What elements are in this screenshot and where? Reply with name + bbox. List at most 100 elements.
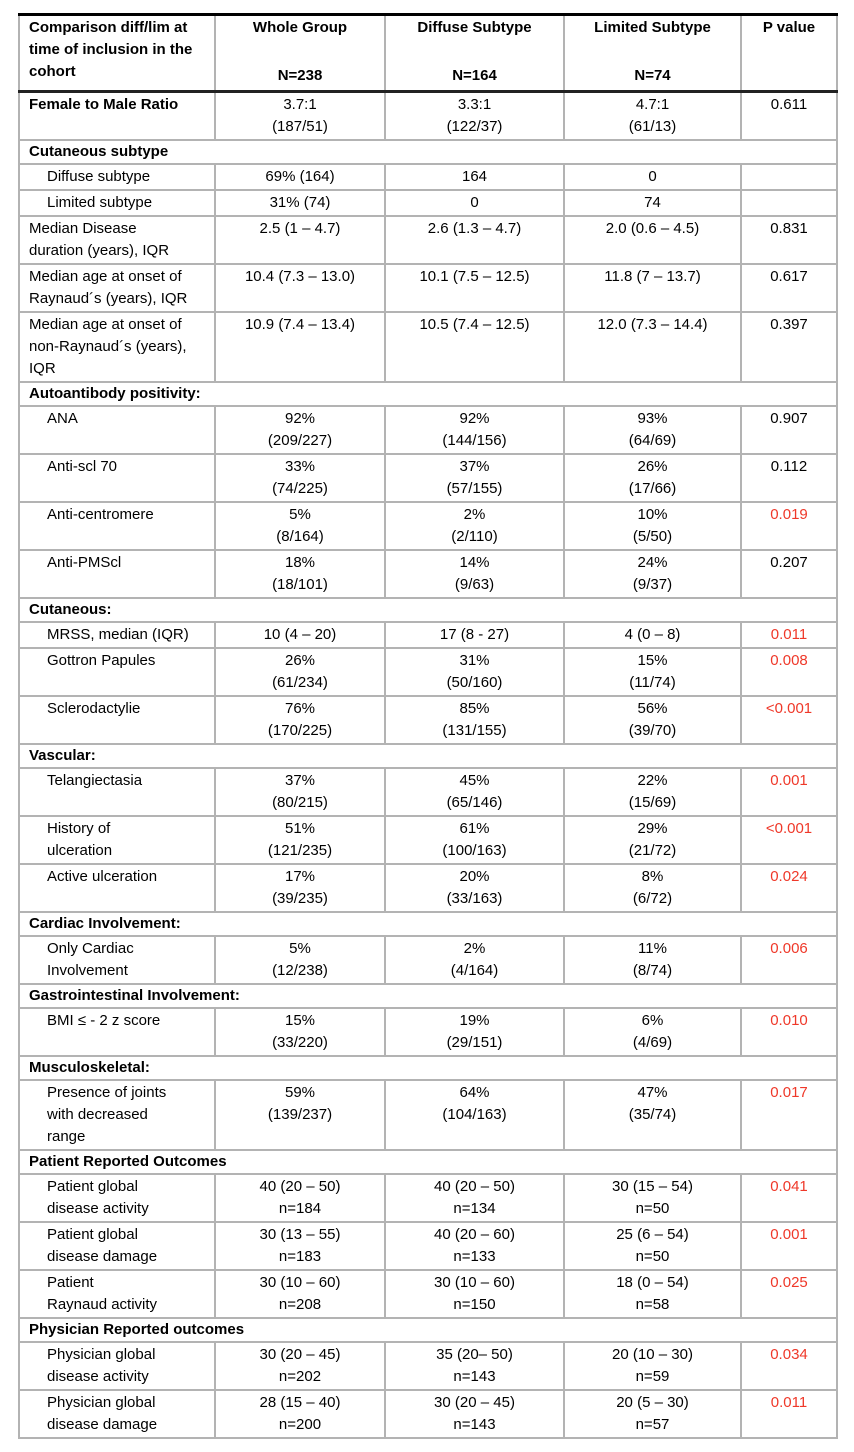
row-label-line: disease damage [47,1416,158,1433]
value-line: 12.0 (7.3 – 14.4) [597,316,708,333]
row-label: Limited subtype [18,189,216,217]
value-line: (35/74) [628,1106,677,1123]
section-label: Autoantibody positivity: [18,381,838,407]
value-cell: 4 (0 – 8) [563,621,742,649]
value-line: 59% [284,1084,316,1101]
row-label-line: Median age at onset of [29,268,182,285]
value-line: n=59 [635,1368,670,1385]
table-header-row: Comparison diff/lim at time of inclusion… [18,13,838,93]
value-cell: 12.0 (7.3 – 14.4) [563,311,742,383]
section-label: Gastrointestinal Involvement: [18,983,838,1009]
row-label-line: Anti-centromere [47,506,154,523]
value-line: 93% [637,410,668,427]
row-label-line: Diffuse subtype [47,168,151,185]
value-cell: 17% (39/235) [214,863,386,913]
value-cell: 74 [563,189,742,217]
p-value-cell: 0.024 [740,863,838,913]
section-label: Musculoskeletal: [18,1055,838,1081]
value-line: 30 (20 – 45) [434,1394,515,1411]
row-label-line: History of [47,820,111,837]
row-label: Anti-scl 70 [18,453,216,503]
value-cell: 0 [563,163,742,191]
value-line: 4 (0 – 8) [624,626,681,643]
value-cell: 59% (139/237) [214,1079,386,1151]
row-label: BMI ≤ - 2 z score [18,1007,216,1057]
header-p-value: P value [740,13,838,93]
row-label-line: IQR [29,360,56,377]
row-label-line: Presence of joints [47,1084,167,1101]
row-label-line: Patient global [47,1178,138,1195]
data-row: Physician global disease damage 28 (15 – 4… [18,1389,838,1439]
value-line: 164 [461,168,488,185]
value-cell: 15% (33/220) [214,1007,386,1057]
value-line: 24% [637,554,668,571]
data-row: Anti-PMScl 18% (18/101) 14% (9/63) 24% (9/37) 0… [18,549,838,599]
row-label-line: Anti-PMScl [47,554,122,571]
row-label: Median Disease duration (years), IQR [18,215,216,265]
row-label: Diffuse subtype [18,163,216,191]
value-line: n=50 [635,1200,670,1217]
value-line: (15/69) [628,794,677,811]
value-line: 10% [637,506,668,523]
value-line: 11% [638,940,667,957]
value-line: 31% (74) [269,194,331,211]
row-label: Patient global disease activity [18,1173,216,1223]
row-label: Anti-centromere [18,501,216,551]
value-line: 30 (13 – 55) [259,1226,341,1243]
p-value-cell: 0.017 [740,1079,838,1151]
value-line: (131/155) [442,722,507,739]
value-cell: 56% (39/70) [563,695,742,745]
value-line: (39/70) [628,722,677,739]
value-line: (61/13) [628,118,677,135]
value-cell: 14% (9/63) [384,549,565,599]
row-label-line: Limited subtype [47,194,153,211]
value-line: (12/238) [272,962,328,979]
section-label: Physician Reported outcomes [18,1317,838,1343]
value-cell: 5% (12/238) [214,935,386,985]
value-cell: 40 (20 – 60) n=133 [384,1221,565,1271]
row-label-line: Median Disease [29,220,137,237]
value-line: 30 (10 – 60) [434,1274,515,1291]
value-cell: 92% (209/227) [214,405,386,455]
value-cell: 6% (4/69) [563,1007,742,1057]
value-line: 35 (20– 50) [436,1346,513,1363]
value-cell: 30 (20 – 45) n=202 [214,1341,386,1391]
section-row: Cardiac Involvement: [18,911,838,937]
row-label-line: Patient [47,1274,94,1291]
header-whole-group: Whole Group N=238 [214,13,386,93]
p-value-cell: 0.907 [740,405,838,455]
value-line: 85% [459,700,490,717]
p-value-cell: 0.008 [740,647,838,697]
value-line: 5% [289,506,311,523]
value-cell: 40 (20 – 50) n=184 [214,1173,386,1223]
p-value-cell: 0.011 [740,1389,838,1439]
value-line: n=184 [278,1200,322,1217]
value-cell: 10.5 (7.4 – 12.5) [384,311,565,383]
p-value-cell: <0.001 [740,695,838,745]
value-line: (121/235) [267,842,333,859]
row-label: Only Cardiac Involvement [18,935,216,985]
value-line: 20% [459,868,490,885]
value-line: n=143 [453,1416,496,1433]
data-row: Median age at onset of non-Raynaud´s (yea… [18,311,838,383]
row-label-line: Sclerodactylie [47,700,141,717]
value-line: 31% [459,652,490,669]
value-line: 92% [284,410,316,427]
value-line: 18 (0 – 54) [616,1274,689,1291]
section-row: Physician Reported outcomes [18,1317,838,1343]
row-label-line: Active ulceration [47,868,158,885]
value-line: (4/164) [450,962,499,979]
value-cell: 26% (61/234) [214,647,386,697]
value-cell: 2% (4/164) [384,935,565,985]
value-cell: 30 (10 – 60) n=150 [384,1269,565,1319]
value-line: n=183 [278,1248,322,1265]
p-value-cell: 0.041 [740,1173,838,1223]
value-line: 10.9 (7.4 – 13.4) [244,316,356,333]
value-cell: 92% (144/156) [384,405,565,455]
value-line: n=202 [278,1368,322,1385]
row-label-line: Gottron Papules [47,652,156,669]
data-row: Patient global disease damage 30 (13 – 55)… [18,1221,838,1271]
row-label: Physician global disease damage [18,1389,216,1439]
value-cell: 11.8 (7 – 13.7) [563,263,742,313]
row-label: Sclerodactylie [18,695,216,745]
